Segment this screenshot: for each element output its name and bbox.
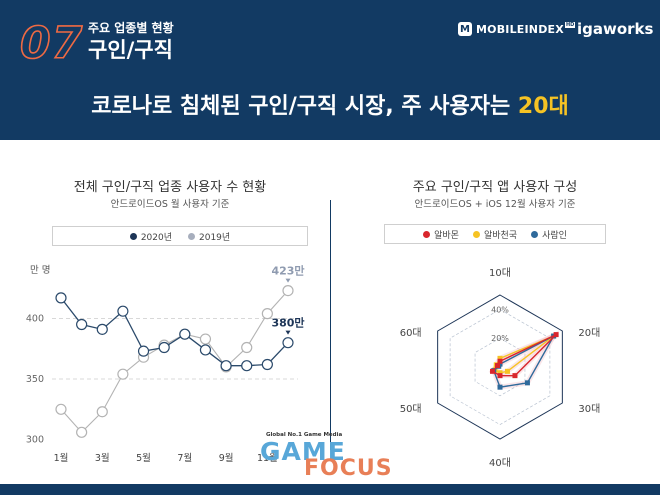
- radar-axis-label-20대: 20대: [578, 327, 600, 339]
- radar-point-s0-5: [490, 368, 496, 374]
- point-s0-10: [241, 360, 253, 372]
- point-s0-3: [96, 323, 108, 335]
- point-s1-11: [261, 308, 273, 320]
- radar-chart: 20% 40% 10대 20대 30대 40대 50대 60대: [400, 267, 601, 469]
- radar-point-s2-4: [497, 384, 503, 390]
- mobileindex-tag: HD: [564, 21, 576, 28]
- x-tick-3: 3월: [95, 452, 110, 464]
- left-chart-legend: 2020년 2019년: [52, 226, 308, 246]
- category-subtitle: 주요 업종별 현황: [88, 21, 174, 35]
- radar-axis-label-50대: 50대: [400, 403, 422, 415]
- y-axis-unit: 만 명: [30, 265, 51, 276]
- legend-label-albacheonguk: 알바천국: [483, 230, 518, 241]
- mobileindex-icon: M: [458, 22, 472, 36]
- legend-dot-albacheonguk: [472, 230, 480, 238]
- radar-point-s0-1: [497, 358, 503, 364]
- radar-point-s0-3: [512, 373, 518, 379]
- mobileindex-logo: M MOBILEINDEX HD: [458, 21, 576, 36]
- headline-highlight: 20대: [517, 94, 569, 119]
- legend-dot-saramin: [531, 230, 539, 238]
- point-s1-8: [199, 333, 212, 345]
- right-chart-legend: 알바몬 알바천국 사람인: [384, 224, 606, 244]
- y-tick-350: 350: [26, 374, 44, 385]
- point-s0-1: [55, 292, 67, 304]
- category-title: 구인/구직: [88, 38, 173, 62]
- legend-dot-albamon: [423, 230, 431, 238]
- left-chart-subtitle: 안드로이드OS 월 사용자 기준: [110, 199, 230, 210]
- radar-point-s1-3: [504, 368, 510, 374]
- radar-point-s0-4: [497, 373, 503, 379]
- label-2019-marker: [285, 278, 291, 283]
- y-tick-300: 300: [26, 435, 44, 446]
- radar-point-s0-2: [553, 332, 559, 338]
- point-s1-3: [96, 406, 108, 418]
- watermark-tagline: Global No.1 Game Media: [266, 432, 343, 438]
- right-chart-title: 주요 구인/구직 앱 사용자 구성: [412, 180, 578, 195]
- igaworks-logo: igaworks: [577, 20, 654, 38]
- series-line-1: [60, 290, 289, 434]
- headline: 코로나로 침체된 구인/구직 시장, 주 사용자는 20대: [0, 88, 660, 120]
- legend-label-saramin: 사람인: [542, 230, 567, 241]
- point-s1-12: [282, 284, 294, 297]
- radar-ring-0: [437, 294, 563, 440]
- radar-ring-2: [474, 337, 526, 397]
- legend-label-albamon: 알바몬: [434, 230, 459, 241]
- point-s0-6: [158, 341, 170, 354]
- point-s1-1: [55, 403, 67, 415]
- point-s1-10: [241, 341, 253, 354]
- watermark-focus: FOCUS: [304, 456, 393, 481]
- legend-item-2020: 2020년: [129, 230, 172, 243]
- chart-divider: [330, 200, 331, 450]
- right-chart-subtitle: 안드로이드OS + iOS 12월 사용자 기준: [414, 199, 576, 210]
- radar-point-s1-1: [497, 355, 503, 361]
- mobileindex-text: MOBILEINDEX: [476, 22, 564, 36]
- radar-point-s2-3: [524, 380, 530, 386]
- point-s0-11: [261, 358, 273, 371]
- radar-point-s1-4: [497, 370, 503, 376]
- legend-item-saramin: 사람인: [531, 228, 567, 241]
- point-s0-9: [220, 360, 232, 372]
- header-banner: 07 주요 업종별 현황 구인/구직 M MOBILEINDEX HD igaw…: [0, 0, 660, 140]
- y-tick-400: 400: [26, 313, 44, 324]
- x-tick-11: 11월: [257, 452, 278, 464]
- bottom-bar: [0, 484, 660, 495]
- point-s0-5: [137, 345, 150, 357]
- point-s1-2: [76, 426, 88, 438]
- line-chart: 300 350 400 1월 3월 5월 7월 9월 11월 423만 380만: [26, 264, 305, 464]
- radar-tick-1: 40%: [491, 305, 509, 314]
- legend-label-2020: 2020년: [140, 232, 172, 243]
- legend-label-2019: 2019년: [199, 232, 231, 243]
- x-tick-5: 5월: [136, 452, 151, 464]
- x-tick-7: 7월: [177, 452, 192, 464]
- label-2020-last: 380만: [271, 316, 304, 330]
- series-line-0: [60, 297, 289, 367]
- headline-main: 코로나로 침체된 구인/구직 시장, 주 사용자는: [91, 94, 518, 119]
- point-s0-12: [282, 337, 294, 349]
- watermark-game: GAME: [260, 437, 346, 466]
- legend-item-2019: 2019년: [188, 230, 230, 243]
- legend-dot-2020: [129, 232, 137, 240]
- left-chart-title: 전체 구인/구직 업종 사용자 수 현황: [73, 180, 267, 195]
- x-tick-1: 1월: [54, 452, 69, 464]
- label-2020-marker: [285, 330, 291, 335]
- point-s0-8: [199, 344, 212, 356]
- radar-axis-label-30대: 30대: [578, 403, 600, 415]
- legend-item-albamon: 알바몬: [423, 228, 459, 241]
- radar-axis-label-60대: 60대: [400, 327, 422, 339]
- point-s0-7: [179, 328, 191, 340]
- point-s0-4: [117, 305, 129, 317]
- radar-tick-0: 20%: [491, 334, 509, 343]
- x-tick-9: 9월: [219, 452, 234, 464]
- section-number: 07: [19, 17, 84, 70]
- radar-point-s0-6: [495, 363, 501, 369]
- legend-item-albacheonguk: 알바천국: [472, 228, 518, 241]
- legend-dot-2019: [188, 232, 195, 240]
- radar-axis-label-40대: 40대: [489, 457, 511, 469]
- point-s0-2: [76, 318, 88, 331]
- point-s1-4: [117, 368, 129, 380]
- label-2019-last: 423만: [271, 264, 304, 278]
- radar-axis-label-10대: 10대: [489, 267, 511, 279]
